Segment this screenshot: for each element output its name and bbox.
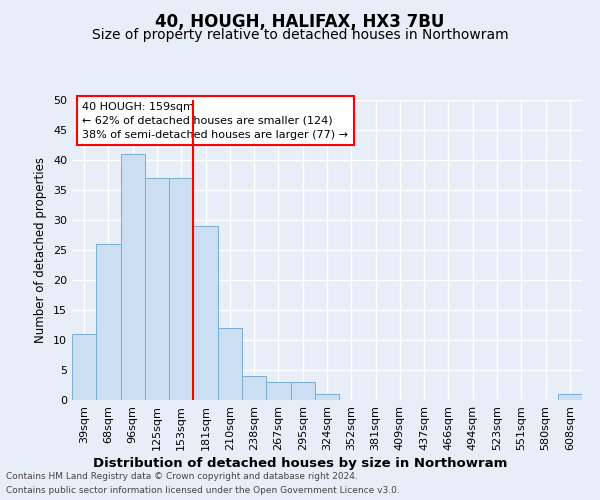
Bar (290, 382, 315, 400)
Bar (169, 178, 193, 400)
Bar (218, 328, 242, 400)
Bar (72, 334, 96, 400)
Bar (558, 394, 582, 400)
Bar (121, 154, 145, 400)
Bar (193, 226, 218, 400)
Bar (96, 244, 121, 400)
Y-axis label: Number of detached properties: Number of detached properties (34, 157, 47, 343)
Bar (266, 382, 290, 400)
Bar (242, 376, 266, 400)
Text: 40, HOUGH, HALIFAX, HX3 7BU: 40, HOUGH, HALIFAX, HX3 7BU (155, 12, 445, 30)
Text: Contains public sector information licensed under the Open Government Licence v3: Contains public sector information licen… (6, 486, 400, 495)
Text: Size of property relative to detached houses in Northowram: Size of property relative to detached ho… (92, 28, 508, 42)
Text: 40 HOUGH: 159sqm
← 62% of detached houses are smaller (124)
38% of semi-detached: 40 HOUGH: 159sqm ← 62% of detached house… (82, 102, 348, 140)
Text: Contains HM Land Registry data © Crown copyright and database right 2024.: Contains HM Land Registry data © Crown c… (6, 472, 358, 481)
Text: Distribution of detached houses by size in Northowram: Distribution of detached houses by size … (93, 458, 507, 470)
Bar (145, 178, 169, 400)
Bar (315, 394, 339, 400)
